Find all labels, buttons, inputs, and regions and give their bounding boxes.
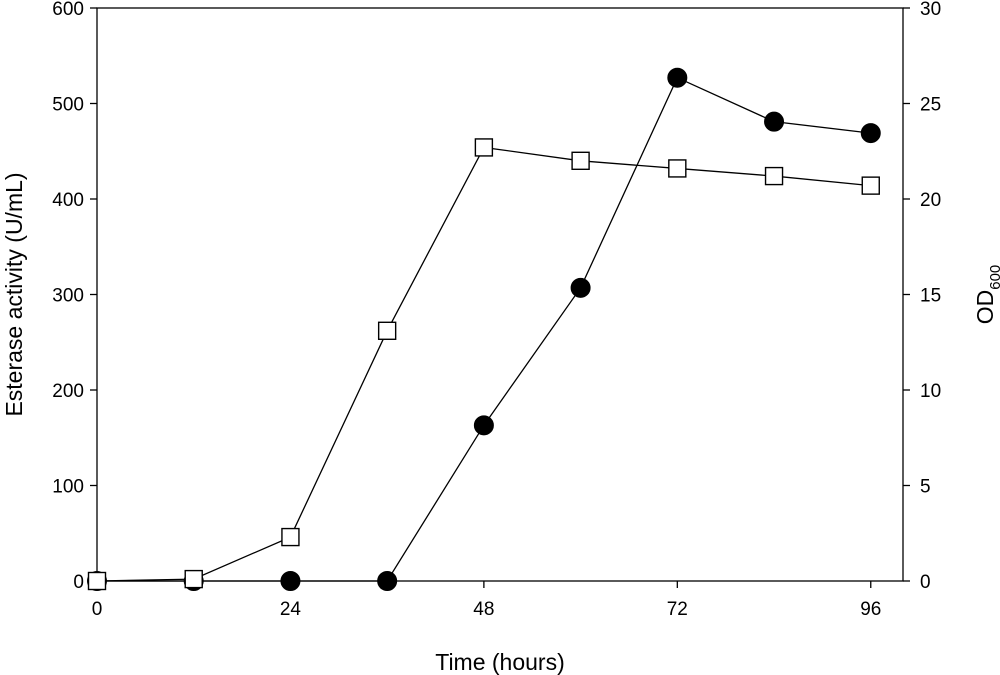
y-axis-right-title-subscript: 600: [987, 265, 1000, 290]
y-left-tick-label: 500: [52, 95, 84, 116]
y-left-tick-label: 100: [52, 477, 84, 498]
y-right-tick-label: 25: [920, 95, 941, 116]
y-right-tick-label: 20: [920, 190, 941, 211]
y-axis-left-title: Esterase activity (U/mL): [1, 172, 27, 416]
x-tick-label: 0: [92, 599, 103, 620]
data-point-circle: [764, 111, 785, 132]
y-left-tick-label: 0: [73, 572, 84, 593]
data-point-square: [281, 527, 300, 547]
data-point-square: [184, 569, 203, 589]
y-right-tick-label: 30: [920, 0, 941, 20]
data-point-square: [377, 321, 397, 340]
data-point-circle: [280, 571, 301, 591]
data-point-circle: [570, 277, 591, 298]
series-line-open-square: [96, 146, 871, 582]
y-right-tick-label: 5: [920, 477, 931, 498]
data-point-square: [571, 151, 590, 171]
series-markers: [87, 67, 881, 591]
y-right-tick-label: 10: [920, 381, 941, 402]
x-tick-label: 96: [860, 599, 881, 620]
data-point-square: [87, 571, 107, 591]
y-axis-right-title-main: OD: [972, 290, 998, 325]
y-left-tick-label: 600: [52, 0, 84, 20]
data-point-square: [668, 159, 687, 178]
y-axis-right-title: OD600: [972, 265, 1000, 325]
axes-group: 0 24 48 72 96 0 100 200 300 400 500 600 0 5 10 15 20 25 30: [52, 0, 941, 620]
data-point-circle: [667, 67, 688, 88]
x-tick-label: 48: [473, 599, 494, 620]
data-point-circle: [860, 123, 881, 144]
data-point-circle: [377, 571, 398, 591]
y-left-tick-label: 400: [52, 190, 84, 211]
y-right-tick-label: 15: [920, 286, 941, 307]
data-point-square: [764, 166, 784, 186]
y-left-tick-label: 200: [52, 381, 84, 402]
y-left-tick-label: 300: [52, 286, 84, 307]
data-point-circle: [473, 415, 494, 436]
plot-frame: [96, 7, 904, 582]
data-point-square: [861, 176, 880, 195]
x-axis-title: Time (hours): [435, 649, 565, 675]
x-tick-label: 24: [280, 599, 302, 620]
x-tick-label: 72: [667, 599, 688, 620]
y-right-tick-label: 0: [920, 572, 931, 593]
data-point-square: [474, 138, 494, 157]
